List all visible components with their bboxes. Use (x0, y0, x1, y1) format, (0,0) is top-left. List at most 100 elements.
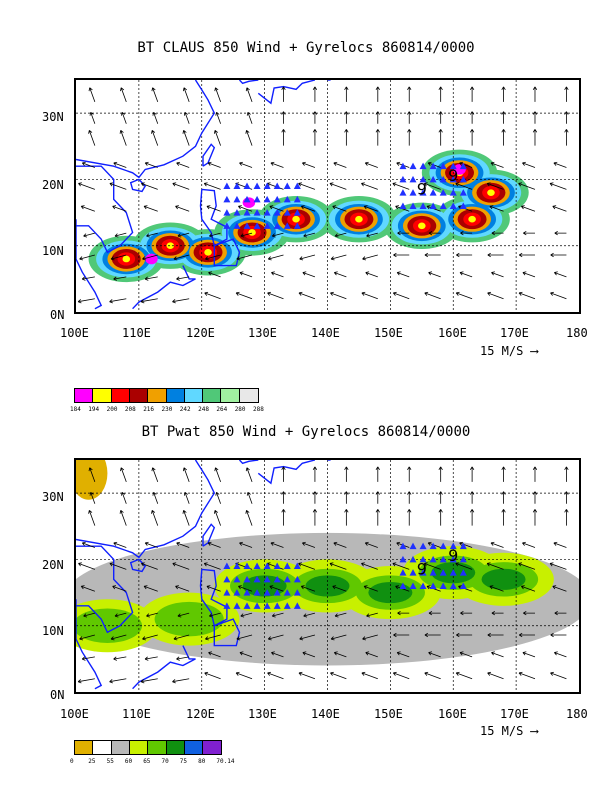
gyre-marker (243, 562, 251, 570)
lon-label: 140E (311, 707, 340, 721)
wind-vector (460, 610, 473, 616)
wind-vector (518, 562, 536, 570)
gyre-marker (273, 209, 281, 216)
gyre-marker (223, 589, 231, 596)
lon-label: 150E (374, 707, 403, 721)
gyre-marker (429, 582, 437, 589)
gyre-marker (409, 175, 417, 183)
gyre-marker (273, 222, 281, 229)
gyre-marker (409, 189, 417, 196)
wind-vector (424, 671, 441, 680)
wind-vector (298, 182, 316, 190)
wind-vector (392, 562, 410, 570)
gyre-marker (459, 189, 467, 196)
wind-vector (312, 509, 318, 526)
gyre-marker (419, 555, 427, 563)
wind-vector (469, 129, 475, 146)
gyre-marker (399, 162, 407, 170)
wind-vector (143, 585, 158, 592)
gyre-marker (293, 562, 301, 570)
gyre-label: 9 (448, 166, 458, 185)
wind-vector (312, 129, 318, 146)
wind-scale-arrow-icon: ⟶ (530, 724, 538, 738)
coastline (238, 460, 259, 465)
wind-vector (501, 86, 506, 102)
cloud-shading (204, 249, 212, 256)
wind-vector (77, 678, 95, 684)
gyre-marker (233, 182, 241, 190)
coastline (257, 80, 316, 105)
wind-vector (109, 298, 127, 304)
gyre-marker (409, 555, 417, 563)
lon-label: 110E (122, 326, 151, 340)
coastline (199, 188, 228, 247)
wind-vector (81, 541, 95, 548)
gyre-marker (243, 182, 251, 190)
wind-vector (246, 111, 253, 124)
gyre-marker (283, 195, 291, 203)
wind-vector (407, 86, 412, 102)
gyre-marker (429, 162, 437, 170)
gyre-marker (233, 222, 241, 229)
gyre-marker (233, 209, 241, 216)
wind-vector (333, 161, 347, 168)
wind-vector (312, 466, 318, 482)
wind-vector (267, 671, 284, 680)
cloud-shading (355, 215, 363, 223)
gyre-marker (253, 602, 261, 609)
wind-vector (172, 678, 190, 684)
gyre-marker (419, 162, 427, 170)
gyre-marker (243, 195, 251, 203)
wind-vector (469, 509, 475, 526)
gyre-marker (449, 189, 457, 196)
gyre-marker (273, 575, 281, 583)
wind-vector (423, 182, 441, 190)
wind-vector (333, 271, 347, 278)
cloud-shading (166, 242, 175, 250)
gyre-marker (263, 575, 271, 583)
wind-vector (518, 182, 536, 190)
wind-vector (175, 205, 190, 212)
wind-vector (333, 651, 347, 658)
colorbar-label: 242 (179, 406, 191, 413)
wind-vector (459, 161, 473, 168)
colorbar-swatch (74, 388, 94, 403)
wind-vector (270, 541, 284, 548)
gyre-marker (399, 569, 407, 576)
gyre-marker (399, 202, 407, 209)
gyre-marker (273, 562, 281, 570)
wind-vector (83, 232, 95, 238)
colorbar-label: 208 (124, 406, 136, 413)
wind-vector (486, 562, 504, 570)
wind-vector (553, 161, 567, 168)
wind-vector (172, 182, 190, 190)
coastline (238, 80, 259, 85)
wind-vector (344, 86, 349, 102)
wind-vector (532, 509, 538, 526)
wind-vector (182, 467, 190, 483)
wind-vector (235, 671, 253, 680)
wind-vector (501, 466, 506, 482)
wind-vector (397, 230, 410, 236)
wind-vector (487, 632, 504, 638)
gyre-marker (223, 209, 231, 216)
wind-vector (489, 205, 504, 212)
wind-vector (238, 205, 253, 212)
panel1-plot: 99 (76, 80, 579, 312)
wind-vector (299, 254, 316, 261)
wind-vector (215, 111, 221, 124)
wind-vector (407, 491, 412, 504)
gyre-marker (243, 602, 251, 609)
gyre-marker (253, 589, 261, 596)
pwat-shading (481, 568, 526, 590)
gyre-marker (429, 189, 437, 196)
wind-vector (553, 271, 567, 278)
cloud-core (242, 197, 256, 208)
gyre-marker (419, 202, 427, 209)
gyre-marker (459, 582, 467, 589)
lon-label: 100E (60, 707, 89, 721)
wind-vector (518, 632, 535, 638)
wind-vector (144, 161, 158, 168)
wind-vector (89, 111, 96, 124)
coastline (76, 80, 216, 179)
